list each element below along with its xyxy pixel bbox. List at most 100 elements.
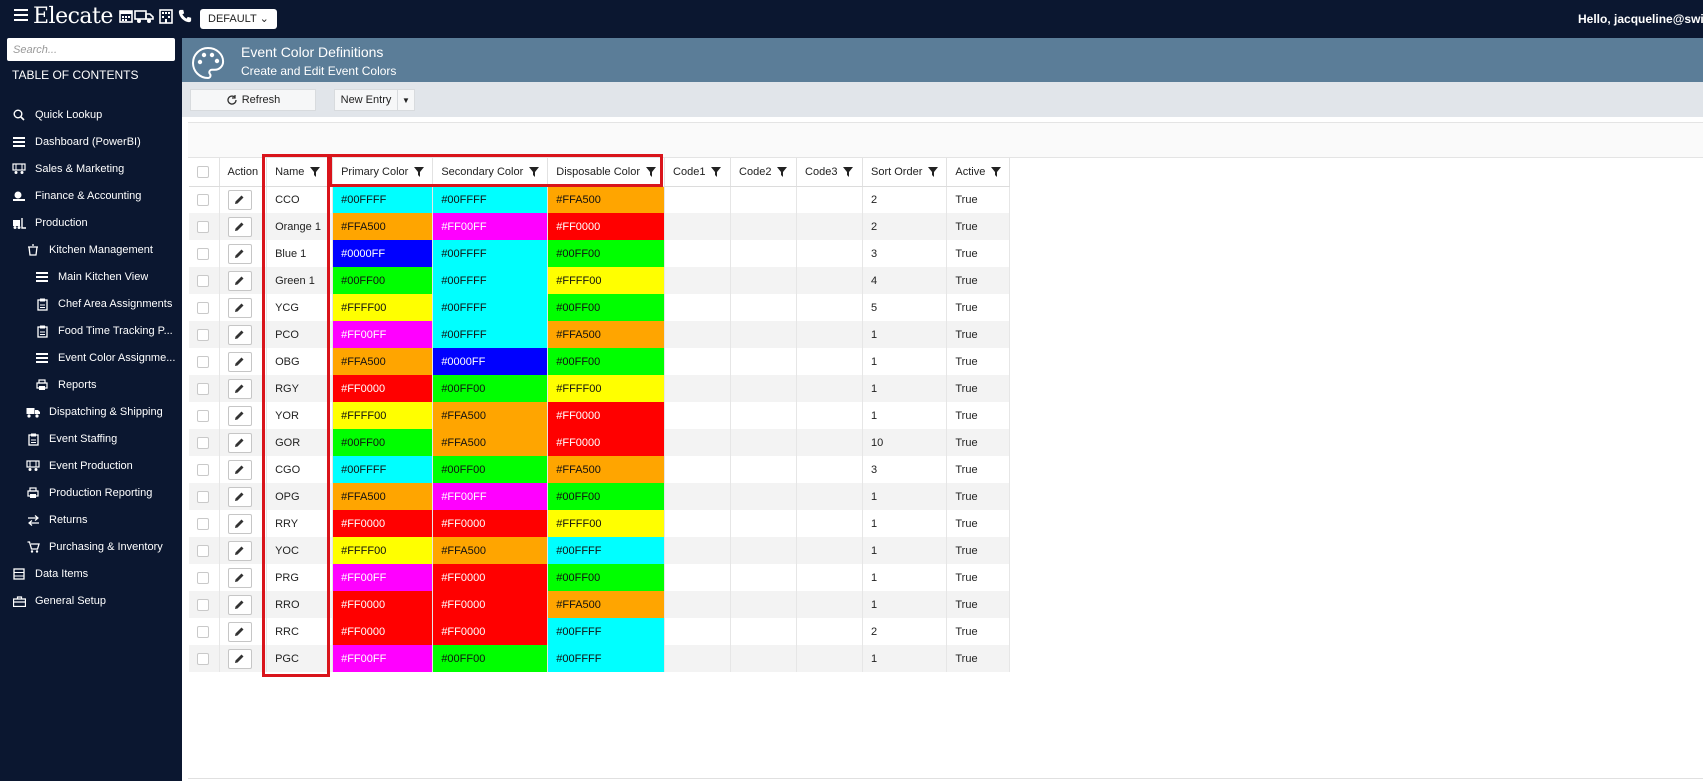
row-select-cell[interactable] [189,186,220,213]
calendar-icon[interactable] [117,8,135,24]
sidebar-item-event-color-assignme[interactable]: Event Color Assignme... [35,348,175,368]
row-select-cell[interactable] [189,537,220,564]
row-select-cell[interactable] [189,294,220,321]
sidebar-item-reports[interactable]: Reports [35,375,97,395]
sidebar-item-chef-area-assignments[interactable]: Chef Area Assignments [35,294,172,314]
row-checkbox[interactable] [197,301,209,314]
row-select-cell[interactable] [189,510,220,537]
filter-icon[interactable] [310,166,321,177]
table-row[interactable]: YOR #FFFF00 #FFA500 #FF0000 1 True [189,402,1011,429]
row-select-cell[interactable] [189,267,220,294]
column-header-code3[interactable]: Code3 [796,158,864,187]
sidebar-item-finance-accounting[interactable]: Finance & Accounting [12,186,141,206]
filter-icon[interactable] [414,166,425,177]
row-select-cell[interactable] [189,429,220,456]
row-select-cell[interactable] [189,402,220,429]
sidebar-item-general-setup[interactable]: General Setup [12,591,106,611]
row-select-cell[interactable] [189,240,220,267]
sidebar-search-input[interactable] [7,38,175,61]
table-row[interactable]: PCO #FF00FF #00FFFF #FFA500 1 True [189,321,1011,348]
edit-button[interactable] [227,513,252,534]
user-greeting[interactable]: Hello, jacqueline@swiftc [1578,12,1703,26]
edit-button[interactable] [227,351,252,372]
row-select-cell[interactable] [189,591,220,618]
table-row[interactable]: PRG #FF00FF #FF0000 #00FF00 1 True [189,564,1011,591]
row-checkbox[interactable] [197,220,209,233]
row-checkbox[interactable] [197,517,209,530]
filter-icon[interactable] [529,166,540,177]
table-row[interactable]: RGY #FF0000 #00FF00 #FFFF00 1 True [189,375,1011,402]
filter-icon[interactable] [646,166,657,177]
sidebar-item-production-reporting[interactable]: Production Reporting [26,483,152,503]
app-logo[interactable]: Elecate [33,4,113,29]
filter-icon[interactable] [843,166,854,177]
column-header-disposable-color[interactable]: Disposable Color [547,158,666,187]
select-all-checkbox[interactable] [197,165,209,178]
sidebar-item-sales-marketing[interactable]: Sales & Marketing [12,159,124,179]
row-checkbox[interactable] [197,247,209,260]
row-checkbox[interactable] [197,328,209,341]
hamburger-menu-icon[interactable] [14,9,28,21]
edit-button[interactable] [227,486,252,507]
row-checkbox[interactable] [197,436,209,449]
building-icon[interactable] [157,8,175,24]
edit-button[interactable] [227,432,252,453]
phone-icon[interactable] [178,8,192,24]
sidebar-item-quick-lookup[interactable]: Quick Lookup [12,105,102,125]
edit-button[interactable] [227,324,252,345]
table-row[interactable]: Orange 1 #FFA500 #FF00FF #FF0000 2 True [189,213,1011,240]
filter-icon[interactable] [777,166,788,177]
table-row[interactable]: Blue 1 #0000FF #00FFFF #00FF00 3 True [189,240,1011,267]
row-checkbox[interactable] [197,409,209,422]
new-entry-dropdown-button[interactable]: ▼ [397,89,415,111]
column-header-name[interactable]: Name [266,158,334,187]
edit-button[interactable] [227,540,252,561]
column-header-secondary-color[interactable]: Secondary Color [432,158,549,187]
filter-icon[interactable] [711,166,722,177]
row-checkbox[interactable] [197,598,209,611]
sidebar-item-kitchen-management[interactable]: Kitchen Management [26,240,153,260]
filter-icon[interactable] [928,166,939,177]
table-row[interactable]: OBG #FFA500 #0000FF #00FF00 1 True [189,348,1011,375]
sidebar-item-food-time-tracking-p[interactable]: Food Time Tracking P... [35,321,173,341]
sidebar-item-production[interactable]: Production [12,213,88,233]
edit-button[interactable] [227,648,252,669]
row-select-cell[interactable] [189,348,220,375]
filter-icon[interactable] [991,166,1002,177]
row-checkbox[interactable] [197,625,209,638]
edit-button[interactable] [227,378,252,399]
edit-button[interactable] [227,621,252,642]
column-header-code1[interactable]: Code1 [664,158,732,187]
table-row[interactable]: CCO #00FFFF #00FFFF #FFA500 2 True [189,186,1011,213]
row-select-cell[interactable] [189,618,220,645]
row-checkbox[interactable] [197,274,209,287]
sidebar-item-dashboard-powerbi[interactable]: Dashboard (PowerBI) [12,132,141,152]
table-row[interactable]: OPG #FFA500 #FF00FF #00FF00 1 True [189,483,1011,510]
table-row[interactable]: Green 1 #00FF00 #00FFFF #FFFF00 4 True [189,267,1011,294]
table-row[interactable]: PGC #FF00FF #00FF00 #00FFFF 1 True [189,645,1011,672]
edit-button[interactable] [227,216,252,237]
table-row[interactable]: GOR #00FF00 #FFA500 #FF0000 10 True [189,429,1011,456]
table-row[interactable]: YOC #FFFF00 #FFA500 #00FFFF 1 True [189,537,1011,564]
sidebar-item-purchasing-inventory[interactable]: Purchasing & Inventory [26,537,163,557]
table-row[interactable]: CGO #00FFFF #00FF00 #FFA500 3 True [189,456,1011,483]
sidebar-item-event-production[interactable]: Event Production [26,456,133,476]
sidebar-item-data-items[interactable]: Data Items [12,564,88,584]
row-select-cell[interactable] [189,645,220,672]
row-select-cell[interactable] [189,375,220,402]
edit-button[interactable] [227,243,252,264]
column-header-code2[interactable]: Code2 [730,158,798,187]
row-select-cell[interactable] [189,321,220,348]
row-select-cell[interactable] [189,564,220,591]
row-select-cell[interactable] [189,213,220,240]
row-checkbox[interactable] [197,193,209,206]
edit-button[interactable] [227,567,252,588]
column-header-active[interactable]: Active [946,158,1011,187]
column-header-sort-order[interactable]: Sort Order [862,158,948,187]
table-row[interactable]: RRC #FF0000 #FF0000 #00FFFF 2 True [189,618,1011,645]
table-row[interactable]: RRO #FF0000 #FF0000 #FFA500 1 True [189,591,1011,618]
row-checkbox[interactable] [197,544,209,557]
edit-button[interactable] [227,270,252,291]
row-checkbox[interactable] [197,652,209,665]
edit-button[interactable] [227,594,252,615]
